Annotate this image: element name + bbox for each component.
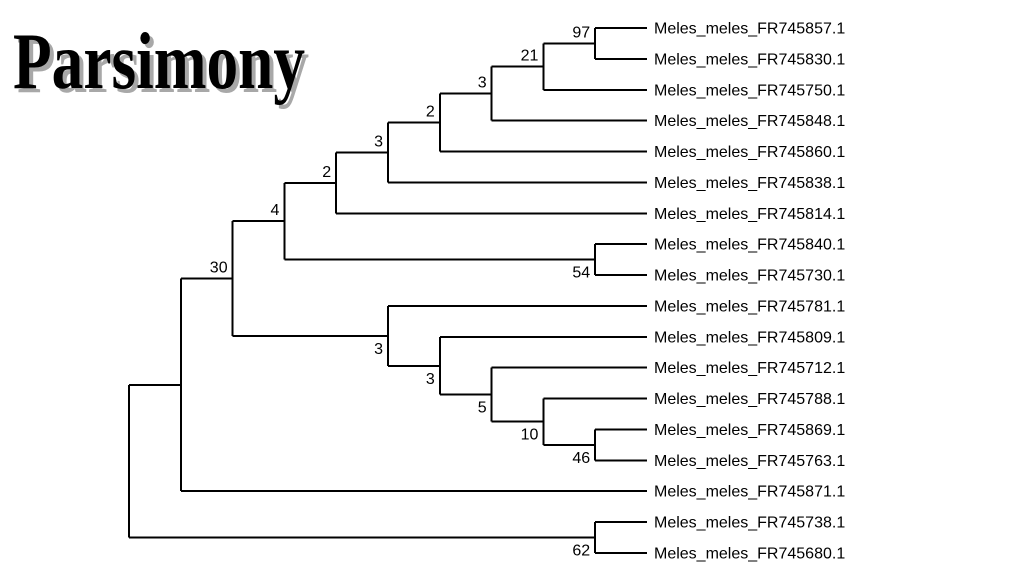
support-value: 62 bbox=[572, 543, 590, 560]
taxon-label: Meles_meles_FR745680.1 bbox=[654, 545, 845, 562]
taxon-label: Meles_meles_FR745871.1 bbox=[654, 484, 845, 501]
taxon-label: Meles_meles_FR745712.1 bbox=[654, 360, 845, 377]
taxon-label: Meles_meles_FR745738.1 bbox=[654, 515, 845, 532]
support-value: 54 bbox=[572, 265, 590, 282]
taxon-label: Meles_meles_FR745840.1 bbox=[654, 237, 845, 254]
support-value: 3 bbox=[478, 75, 487, 92]
support-value: 5 bbox=[478, 400, 487, 417]
taxon-label: Meles_meles_FR745869.1 bbox=[654, 422, 845, 439]
taxon-label: Meles_meles_FR745788.1 bbox=[654, 391, 845, 408]
taxon-label: Meles_meles_FR745750.1 bbox=[654, 82, 845, 99]
support-value: 21 bbox=[521, 48, 539, 65]
taxon-label: Meles_meles_FR745809.1 bbox=[654, 329, 845, 346]
taxon-label: Meles_meles_FR745848.1 bbox=[654, 113, 845, 130]
taxon-label: Meles_meles_FR745838.1 bbox=[654, 175, 845, 192]
support-value: 2 bbox=[426, 104, 435, 121]
taxon-label: Meles_meles_FR745763.1 bbox=[654, 453, 845, 470]
tree-labels: Meles_meles_FR745857.1 Meles_meles_FR7458… bbox=[210, 21, 846, 563]
slide-title: Parsimony bbox=[13, 18, 305, 106]
taxon-label: Meles_meles_FR745814.1 bbox=[654, 206, 845, 223]
support-value: 97 bbox=[572, 24, 590, 41]
support-value: 2 bbox=[322, 164, 331, 181]
taxon-label: Meles_meles_FR745830.1 bbox=[654, 51, 845, 68]
support-value: 4 bbox=[270, 202, 279, 219]
taxon-label: Meles_meles_FR745730.1 bbox=[654, 268, 845, 285]
support-value: 3 bbox=[374, 133, 383, 150]
support-value: 30 bbox=[210, 260, 228, 277]
taxon-label: Meles_meles_FR745860.1 bbox=[654, 144, 845, 161]
support-value: 3 bbox=[374, 341, 383, 358]
support-value: 10 bbox=[521, 427, 539, 444]
slide-title-shadow: Parsimony bbox=[17, 22, 309, 110]
taxon-label: Meles_meles_FR745781.1 bbox=[654, 298, 845, 315]
support-value: 46 bbox=[572, 450, 590, 467]
taxon-label: Meles_meles_FR745857.1 bbox=[654, 21, 845, 38]
tree-branches bbox=[128, 27, 647, 554]
support-value: 3 bbox=[426, 371, 435, 388]
